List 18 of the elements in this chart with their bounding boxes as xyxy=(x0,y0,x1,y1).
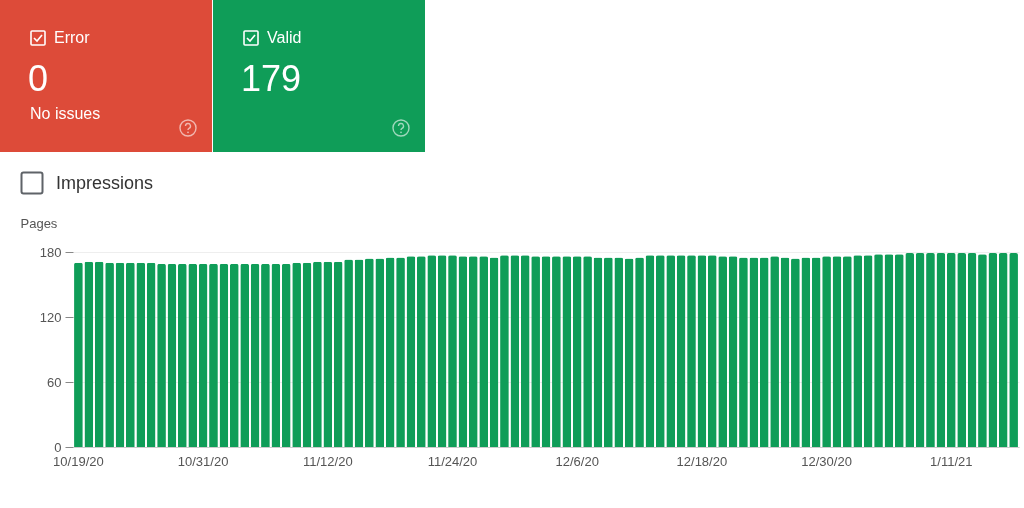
x-tick-label: 11/24/20 xyxy=(427,453,478,469)
y-axis-title: Pages xyxy=(20,215,58,231)
y-tick-label: 60 xyxy=(47,374,62,390)
x-tick-label: 10/31/20 xyxy=(177,453,229,469)
x-tick-label: 10/19/20 xyxy=(53,453,104,469)
x-tick-label: 1/11/21 xyxy=(930,453,973,469)
y-tick-label: 120 xyxy=(39,309,62,325)
text: Error xyxy=(54,29,90,47)
text: Valid xyxy=(267,29,302,47)
text: 179 xyxy=(241,58,302,100)
x-tick-label: 12/18/20 xyxy=(676,453,728,469)
y-tick-label: 180 xyxy=(39,244,62,260)
y-tick-label: 0 xyxy=(54,439,62,455)
x-tick-label: 11/12/20 xyxy=(302,453,353,469)
text: Impressions xyxy=(56,172,154,194)
x-tick-label: 12/30/20 xyxy=(801,453,852,469)
x-tick-label: 12/6/20 xyxy=(555,453,599,469)
text: No issues xyxy=(30,105,101,123)
